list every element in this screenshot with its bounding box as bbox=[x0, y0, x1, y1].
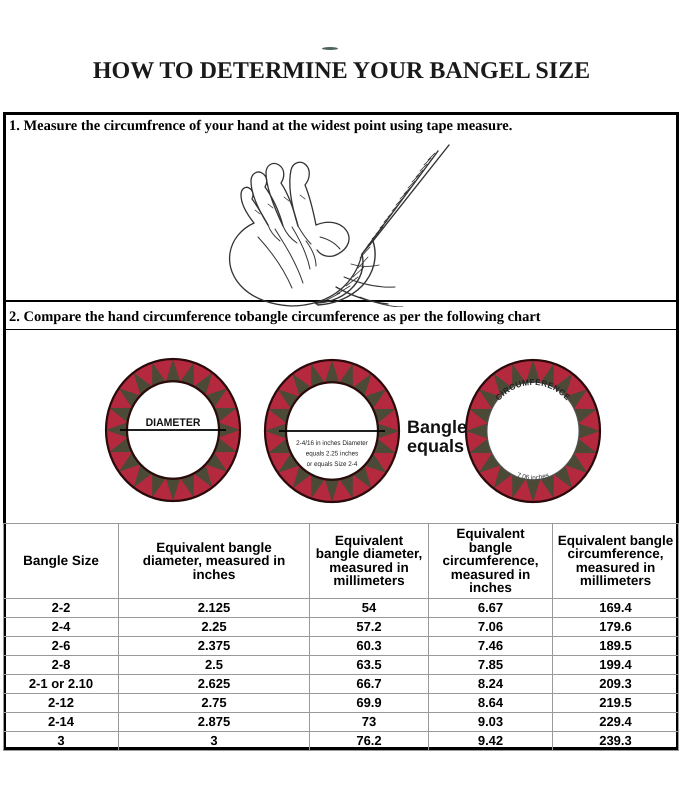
svg-text:DIAMETER: DIAMETER bbox=[146, 416, 201, 429]
svg-text:or equals Size 2-4: or equals Size 2-4 bbox=[307, 461, 358, 468]
svg-text:equals 2.25 inches: equals 2.25 inches bbox=[306, 450, 359, 457]
svg-text:2-4/16 in inches Diameter: 2-4/16 in inches Diameter bbox=[296, 439, 368, 446]
